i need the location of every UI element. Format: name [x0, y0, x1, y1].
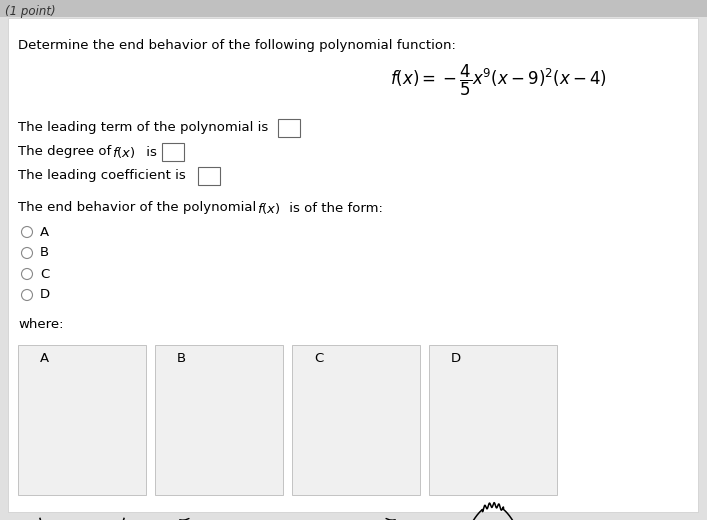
- Bar: [0, 0, 707, 17]
- Text: B: B: [177, 353, 186, 366]
- Text: The end behavior of the polynomial: The end behavior of the polynomial: [18, 201, 260, 214]
- Text: C: C: [40, 267, 49, 280]
- Text: The leading coefficient is: The leading coefficient is: [18, 170, 186, 183]
- Text: A: A: [40, 226, 49, 239]
- Bar: [18, 345, 146, 495]
- Text: $f(x)$: $f(x)$: [257, 201, 281, 215]
- Bar: [278, 119, 300, 137]
- Text: B: B: [40, 246, 49, 259]
- Text: Determine the end behavior of the following polynomial function:: Determine the end behavior of the follow…: [18, 38, 456, 51]
- Text: $f(x)$: $f(x)$: [112, 145, 136, 160]
- Text: D: D: [40, 289, 50, 302]
- Bar: [162, 143, 184, 161]
- Bar: [198, 167, 220, 185]
- Text: The leading term of the polynomial is: The leading term of the polynomial is: [18, 122, 268, 135]
- Text: is: is: [142, 146, 157, 159]
- Text: D: D: [451, 353, 461, 366]
- Text: C: C: [314, 353, 323, 366]
- Text: (1 point): (1 point): [5, 5, 56, 18]
- Text: $f(x) = -\dfrac{4}{5}x^9(x-9)^2(x-4)$: $f(x) = -\dfrac{4}{5}x^9(x-9)^2(x-4)$: [390, 62, 607, 98]
- Text: The degree of: The degree of: [18, 146, 115, 159]
- Bar: [155, 345, 283, 495]
- Text: where:: where:: [18, 318, 64, 332]
- Text: is of the form:: is of the form:: [285, 201, 383, 214]
- Bar: [292, 345, 420, 495]
- Bar: [429, 345, 557, 495]
- Text: A: A: [40, 353, 49, 366]
